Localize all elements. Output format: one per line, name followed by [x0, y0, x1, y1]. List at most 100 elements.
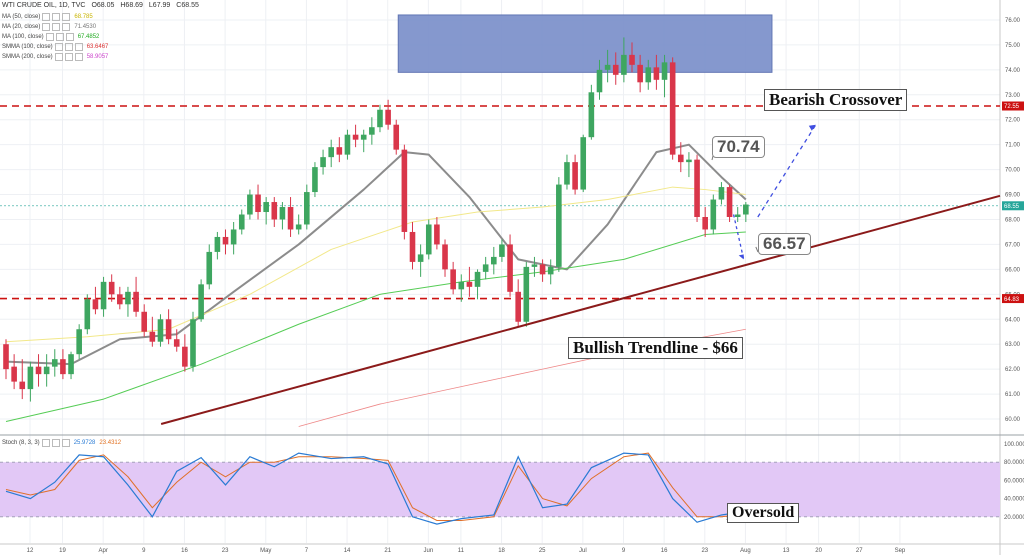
candle [531, 264, 538, 267]
candle [92, 299, 99, 310]
candle [230, 229, 237, 245]
y-tick-label: 69.00 [1005, 193, 1021, 199]
projection-arrow-down [732, 214, 745, 260]
candle [710, 199, 717, 230]
x-tick-label: 23 [222, 548, 229, 554]
candle [507, 244, 513, 292]
y-tick-label: 61.00 [1005, 392, 1021, 398]
stochastic-band [0, 462, 1000, 517]
candle [450, 269, 456, 290]
candle [68, 354, 74, 375]
candle [76, 329, 82, 355]
candle [604, 64, 611, 70]
candle [214, 236, 221, 252]
candle [564, 162, 570, 185]
indicator-value: 63.6467 [86, 44, 109, 50]
candle [263, 202, 269, 213]
candle [547, 266, 554, 275]
candle [743, 204, 749, 215]
stochastic-tick-label: 40.0000 [1004, 497, 1024, 503]
moving-average-ma50 [5, 186, 746, 343]
x-tick-label: 18 [498, 548, 505, 554]
x-tick-label: 9 [142, 548, 146, 554]
candle [247, 194, 253, 215]
candle [442, 244, 448, 270]
candle [165, 319, 172, 340]
candle [539, 264, 546, 275]
indicator-label: MA (50, close) [2, 14, 41, 20]
candle [295, 224, 302, 230]
x-tick-label: 21 [384, 548, 391, 554]
y-tick-label: 73.00 [1005, 93, 1021, 99]
stochastic-tick-label: 20.0000 [1004, 515, 1024, 521]
candle [149, 331, 156, 342]
x-tick-label: May [260, 548, 271, 554]
candle [360, 134, 367, 140]
grid [0, 0, 1000, 543]
candle [734, 214, 741, 217]
legend-row[interactable]: MA (50, close) 68.785 [2, 12, 108, 22]
price-flag [1002, 101, 1024, 111]
candle [19, 381, 26, 390]
candle [612, 64, 619, 75]
stochastic-tick-label: 60.0000 [1004, 478, 1024, 484]
candle [393, 124, 400, 150]
candle [328, 147, 334, 158]
moving-average-ma100 [5, 231, 746, 423]
candle [133, 291, 139, 312]
indicator-value: 68.785 [74, 14, 93, 20]
candle [182, 346, 188, 367]
indicator-label: SMMA (200, close) [2, 54, 53, 60]
candle [482, 264, 489, 272]
candle [304, 192, 310, 225]
candle [491, 256, 497, 265]
y-tick-label: 70.00 [1005, 168, 1021, 174]
price-flag [1002, 294, 1024, 304]
candle [344, 134, 351, 155]
stoch-k-value: 25.9728 [73, 440, 96, 446]
legend-row[interactable]: SMMA (100, close) 63.6467 [2, 42, 108, 52]
candle [255, 194, 261, 213]
candle [425, 224, 432, 255]
candle [523, 266, 530, 322]
candle [222, 236, 229, 245]
moving-average-smma100 [298, 328, 746, 427]
candle [588, 92, 595, 138]
indicator-label: MA (100, close) [2, 34, 44, 40]
candle [238, 214, 245, 230]
legend-row[interactable]: MA (20, close) 71.4530 [2, 22, 108, 32]
high-value: H68.69 [120, 2, 143, 9]
candle [474, 271, 481, 287]
indicator-label: SMMA (100, close) [2, 44, 53, 50]
price-flag-label: 64.83 [1004, 297, 1020, 303]
legend-row[interactable]: SMMA (200, close) 58.9057 [2, 52, 108, 62]
y-tick-label: 67.00 [1005, 242, 1021, 248]
y-tick-label: 75.00 [1005, 43, 1021, 49]
callout-70-74: 70.74 [712, 136, 765, 158]
y-tick-label: 71.00 [1005, 143, 1021, 149]
indicator-legend: MA (50, close) 68.785 MA (20, close) 71.45… [2, 12, 108, 62]
legend-row[interactable]: Stoch (8, 3, 3) 25.9728 23.4312 [2, 438, 121, 448]
stochastic-label: Stoch (8, 3, 3) [2, 440, 40, 446]
candle [312, 167, 318, 193]
bearish-crossover-label: Bearish Crossover [764, 89, 908, 111]
candle [173, 339, 180, 347]
candles [3, 37, 749, 402]
x-tick-label: 9 [622, 548, 626, 554]
x-tick-label: Jun [424, 548, 434, 554]
projection-arrow-up [757, 124, 817, 218]
candle [336, 147, 343, 155]
candle [117, 294, 123, 305]
candle [27, 366, 34, 390]
candle [596, 69, 603, 93]
candle [434, 224, 440, 245]
candle [458, 281, 465, 290]
legend-row[interactable]: MA (100, close) 67.4852 [2, 32, 108, 42]
candle [409, 231, 416, 262]
candle [190, 319, 196, 367]
candle [637, 64, 643, 83]
price-flag [1002, 201, 1024, 211]
stochastic-tick-label: 80.0000 [1004, 460, 1024, 466]
x-tick-label: Apr [98, 548, 107, 554]
